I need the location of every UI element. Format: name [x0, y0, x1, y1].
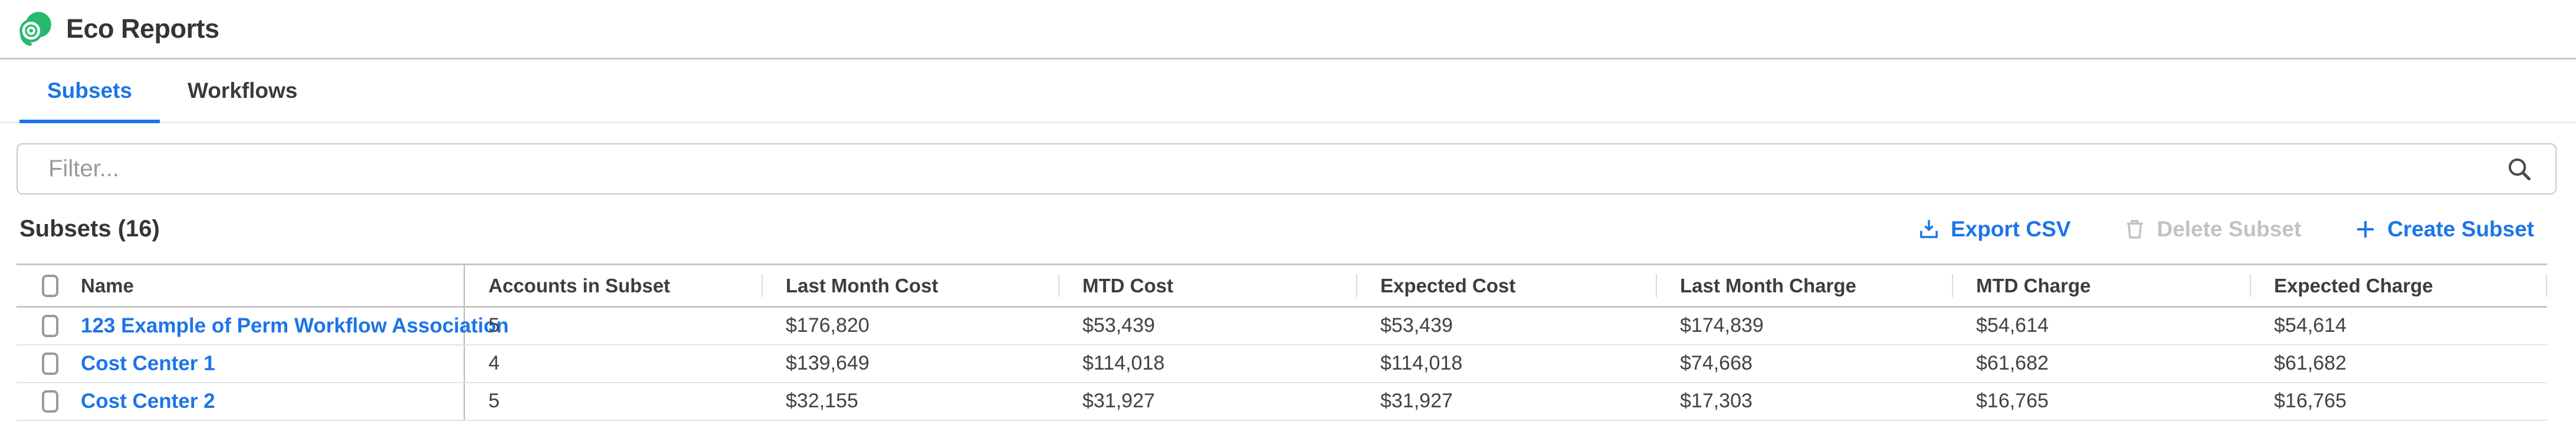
subset-name-link[interactable]: Cost Center 2 — [81, 389, 215, 413]
cell-accounts: 5 — [464, 382, 762, 421]
row-checkbox[interactable] — [42, 314, 58, 337]
cell-expected-charge: $61,682 — [2250, 344, 2547, 383]
cell-expected-cost: $31,927 — [1357, 382, 1656, 421]
tab-workflows[interactable]: Workflows — [160, 60, 325, 122]
cell-expected-charge: $16,765 — [2250, 382, 2547, 421]
subset-name-link[interactable]: 123 Example of Perm Workflow Association — [81, 314, 509, 337]
page-title: Eco Reports — [66, 14, 219, 44]
download-icon — [1920, 219, 1938, 238]
column-header-last-month-cost: Last Month Cost — [762, 263, 1059, 308]
cell-expected-cost: $53,439 — [1357, 307, 1656, 345]
cell-expected-cost: $114,018 — [1357, 344, 1656, 383]
cell-mtd-charge: $16,765 — [1952, 382, 2250, 421]
cell-last-month-charge: $74,668 — [1656, 344, 1952, 383]
search-icon — [2508, 158, 2531, 180]
cell-mtd-charge: $61,682 — [1952, 344, 2250, 383]
tab-workflows-label: Workflows — [187, 78, 298, 103]
toolbar: Subsets (16) Export CSV Delete Subset Cr… — [0, 195, 2576, 263]
app-header: Eco Reports — [0, 0, 2576, 60]
tab-bar: Subsets Workflows — [0, 60, 2576, 123]
cell-last-month-charge: $174,839 — [1656, 307, 1952, 345]
table-header-row: Name Accounts in Subset Last Month Cost … — [17, 263, 2547, 308]
cell-last-month-cost: $176,820 — [762, 307, 1059, 345]
delete-subset-button[interactable]: Delete Subset — [2122, 217, 2301, 242]
column-header-last-month-charge: Last Month Charge — [1656, 263, 1952, 308]
column-header-expected-charge: Expected Charge — [2250, 263, 2547, 308]
table-row: Cost Center 1 4 $139,649 $114,018 $114,0… — [17, 344, 2547, 383]
subsets-table: Name Accounts in Subset Last Month Cost … — [17, 263, 2547, 421]
column-header-accounts-in-subset: Accounts in Subset — [464, 263, 762, 308]
column-header-expected-cost: Expected Cost — [1356, 263, 1656, 308]
cell-mtd-cost: $53,439 — [1059, 307, 1357, 345]
select-all-checkbox[interactable] — [42, 274, 58, 297]
column-header-mtd-charge: MTD Charge — [1952, 263, 2250, 308]
filter-container — [17, 143, 2557, 195]
tab-subsets[interactable]: Subsets — [19, 60, 160, 123]
cell-last-month-cost: $139,649 — [762, 344, 1059, 383]
export-csv-button[interactable]: Export CSV — [1917, 216, 2071, 242]
subset-name-link[interactable]: Cost Center 1 — [81, 351, 215, 375]
cell-accounts: 5 — [464, 307, 762, 345]
tab-subsets-label: Subsets — [47, 78, 132, 103]
column-header-mtd-cost: MTD Cost — [1058, 263, 1357, 308]
row-checkbox[interactable] — [42, 352, 58, 375]
plus-icon — [2357, 220, 2374, 238]
create-subset-label: Create Subset — [2387, 216, 2534, 241]
cell-accounts: 4 — [464, 344, 762, 383]
cell-mtd-cost: $114,018 — [1059, 344, 1357, 383]
subsets-count-heading: Subsets (16) — [19, 216, 160, 242]
cell-expected-charge: $54,614 — [2250, 307, 2547, 345]
row-checkbox[interactable] — [42, 390, 58, 413]
spot-logo-icon — [19, 12, 51, 46]
subsets-table-container: Name Accounts in Subset Last Month Cost … — [17, 263, 2547, 421]
cell-last-month-cost: $32,155 — [762, 382, 1059, 421]
table-row: 123 Example of Perm Workflow Association… — [17, 307, 2547, 345]
export-csv-label: Export CSV — [1950, 216, 2071, 241]
column-header-name: Name — [17, 263, 465, 308]
delete-subset-label: Delete Subset — [2157, 216, 2302, 241]
table-row: Cost Center 2 5 $32,155 $31,927 $31,927 … — [17, 382, 2547, 421]
trash-icon — [2127, 219, 2143, 239]
cell-last-month-charge: $17,303 — [1656, 382, 1952, 421]
create-subset-button[interactable]: Create Subset — [2353, 217, 2534, 242]
cell-mtd-charge: $54,614 — [1952, 307, 2250, 345]
filter-input[interactable] — [17, 143, 2557, 195]
cell-mtd-cost: $31,927 — [1059, 382, 1357, 421]
